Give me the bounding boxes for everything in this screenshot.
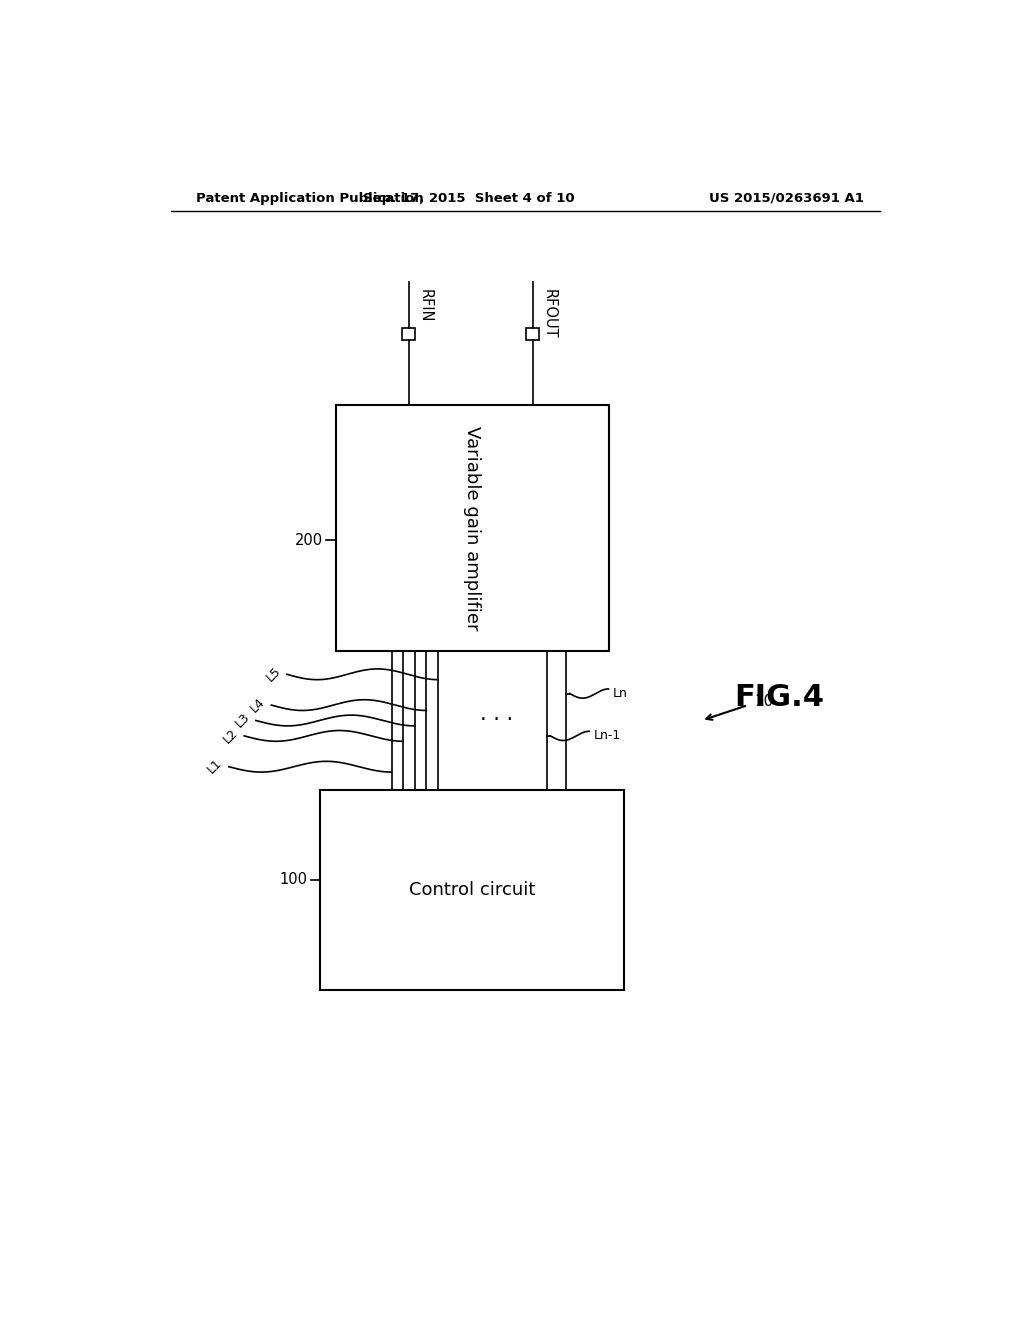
Text: 100: 100 <box>280 873 308 887</box>
Text: Ln: Ln <box>613 686 628 700</box>
Text: Control circuit: Control circuit <box>409 880 536 899</box>
Text: RFIN: RFIN <box>418 289 433 323</box>
Text: RFOUT: RFOUT <box>542 289 557 339</box>
Text: L2: L2 <box>220 726 241 746</box>
Text: Variable gain amplifier: Variable gain amplifier <box>463 426 481 630</box>
Bar <box>336 405 608 651</box>
Text: Sep. 17, 2015  Sheet 4 of 10: Sep. 17, 2015 Sheet 4 of 10 <box>364 191 574 205</box>
Text: Ln-1: Ln-1 <box>594 730 621 742</box>
Text: Patent Application Publication: Patent Application Publication <box>197 191 424 205</box>
Bar <box>321 789 624 990</box>
Text: 200: 200 <box>295 533 324 548</box>
Text: US 2015/0263691 A1: US 2015/0263691 A1 <box>710 191 864 205</box>
Text: L3: L3 <box>232 710 252 730</box>
Text: L1: L1 <box>205 756 225 776</box>
Text: · · ·: · · · <box>479 710 513 730</box>
Text: FIG.4: FIG.4 <box>734 682 824 711</box>
Text: L5: L5 <box>263 664 283 684</box>
Text: L4: L4 <box>248 696 267 715</box>
Text: 10: 10 <box>755 694 773 709</box>
Bar <box>402 327 415 341</box>
Bar <box>526 327 539 341</box>
